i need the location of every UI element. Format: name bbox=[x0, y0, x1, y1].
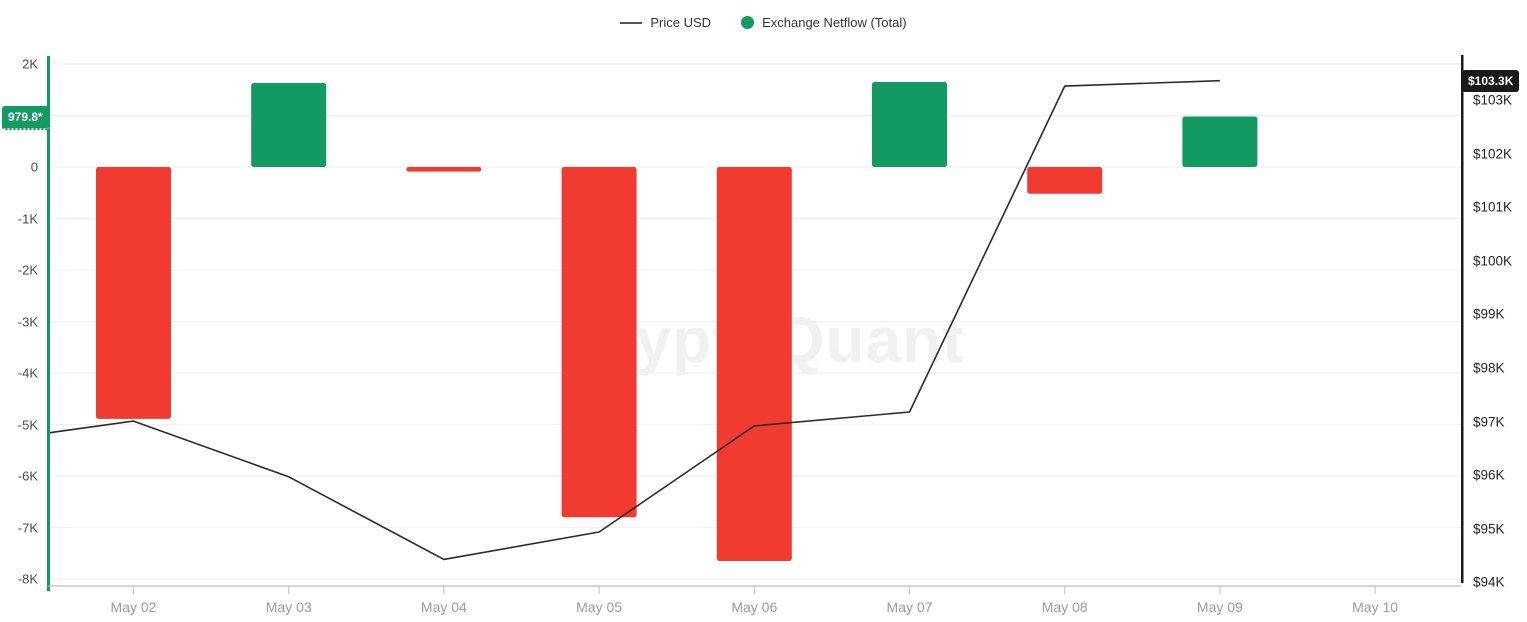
legend-item-price-usd[interactable]: Price USD bbox=[620, 15, 711, 30]
right-axis-tick-label: $96K bbox=[1473, 467, 1505, 483]
right-axis-tick-label: $101K bbox=[1473, 199, 1513, 215]
netflow-bar[interactable] bbox=[716, 167, 792, 561]
x-axis-label: May 02 bbox=[110, 599, 157, 615]
netflow-bar[interactable] bbox=[96, 167, 171, 419]
price-line[interactable] bbox=[47, 79, 1220, 561]
netflow-bar[interactable] bbox=[561, 167, 637, 518]
right-axis-line bbox=[1461, 55, 1464, 583]
legend-item-exchange-netflow[interactable]: Exchange Netflow (Total) bbox=[741, 15, 907, 30]
netflow-bar[interactable] bbox=[251, 83, 327, 167]
x-axis-label: May 09 bbox=[1196, 599, 1243, 615]
x-axis-label: May 03 bbox=[265, 599, 312, 615]
x-axis-label: May 07 bbox=[886, 599, 933, 615]
netflow-bar[interactable] bbox=[1027, 167, 1103, 194]
right-axis-tick-label: $97K bbox=[1473, 413, 1505, 429]
right-axis-tick-label: $94K bbox=[1473, 574, 1505, 590]
left-axis-tick-label: -3K bbox=[17, 314, 38, 329]
netflow-bar[interactable] bbox=[1182, 116, 1258, 167]
x-axis-label: May 04 bbox=[420, 599, 467, 615]
right-axis-tick-label: $100K bbox=[1473, 253, 1513, 269]
right-axis-tick-label: $102K bbox=[1473, 145, 1513, 161]
netflow-latest-value-badge: 979.8* bbox=[2, 105, 49, 130]
left-axis-tick-label: -6K bbox=[17, 468, 38, 484]
left-axis-tick-label: -7K bbox=[17, 520, 38, 535]
right-axis-tick-label: $95K bbox=[1473, 521, 1505, 537]
x-axis-label: May 10 bbox=[1352, 599, 1399, 615]
circle-swatch-icon bbox=[741, 16, 755, 29]
right-axis-tick-label: $98K bbox=[1473, 360, 1505, 376]
left-axis-line bbox=[47, 56, 50, 591]
left-axis-tick-label: -4K bbox=[17, 365, 38, 381]
left-axis-tick-label: -1K bbox=[17, 211, 38, 226]
right-axis-tick-label: $99K bbox=[1473, 306, 1505, 322]
legend: Price USD Exchange Netflow (Total) bbox=[0, 15, 1527, 30]
left-axis-tick-label: -5K bbox=[17, 417, 38, 432]
x-axis-label: May 06 bbox=[731, 599, 778, 615]
left-axis-tick-label: 2K bbox=[22, 56, 38, 72]
netflow-bar[interactable] bbox=[406, 167, 482, 172]
line-swatch-icon bbox=[620, 21, 643, 24]
price-latest-value-badge: $103.3K bbox=[1462, 69, 1520, 92]
right-axis-tick-label: $103K bbox=[1473, 92, 1513, 108]
legend-label-exchange-netflow: Exchange Netflow (Total) bbox=[762, 15, 907, 30]
legend-label-price-usd: Price USD bbox=[650, 15, 712, 30]
left-axis-tick-label: 0 bbox=[30, 159, 38, 175]
left-axis-tick-label: -2K bbox=[17, 262, 38, 278]
netflow-bar[interactable] bbox=[872, 82, 947, 167]
x-axis-label: May 08 bbox=[1041, 599, 1088, 615]
left-axis-tick-label: -8K bbox=[17, 571, 38, 587]
x-axis-label: May 05 bbox=[576, 599, 623, 615]
